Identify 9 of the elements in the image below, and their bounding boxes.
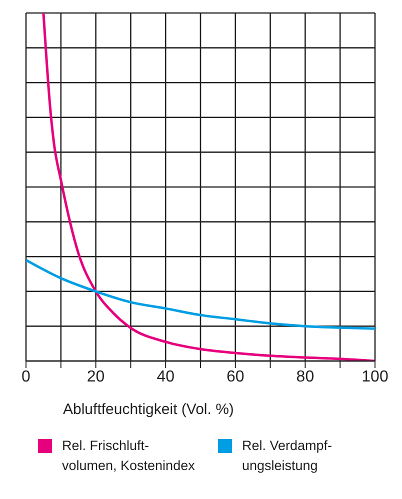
legend-label: Rel. Frischluft-volumen, Kostenindex [62,437,196,475]
x-axis-title: Abluftfeuchtigkeit (Vol. %) [63,401,235,418]
x-tick-label: 20 [86,368,105,386]
x-tick-label: 80 [296,368,314,386]
x-tick-label: 100 [362,368,388,386]
x-tick-label: 60 [226,368,244,386]
x-tick-label: 40 [156,368,175,386]
x-tick-label: 0 [22,368,31,386]
legend-label: Rel. Verdampf-ungsleistung [242,437,334,475]
